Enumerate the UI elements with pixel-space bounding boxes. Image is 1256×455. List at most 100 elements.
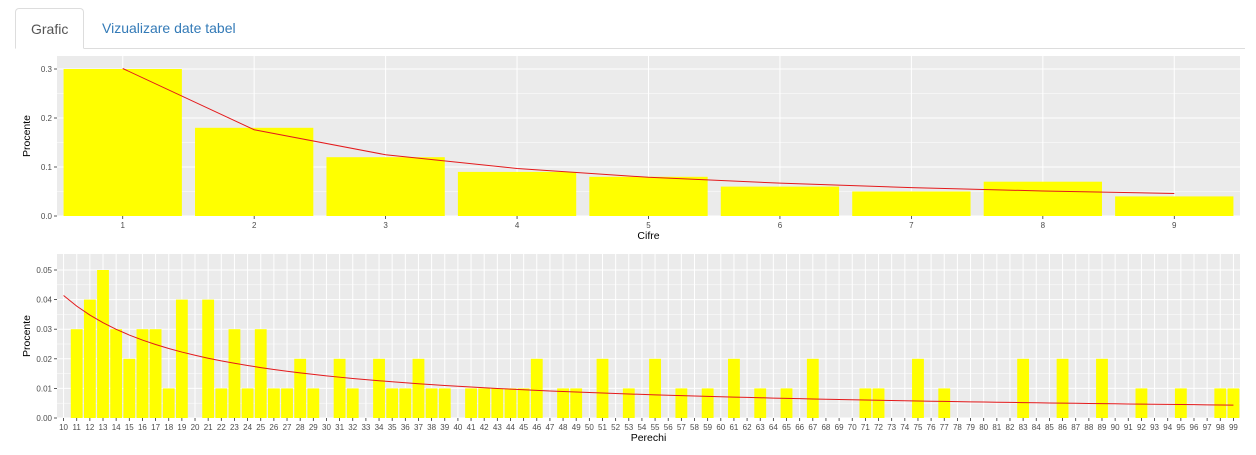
pairs-x-tick-label: 45 [519, 423, 528, 432]
pairs-bar-35 [386, 388, 399, 418]
pairs-y-tick-label: 0.04 [36, 296, 52, 305]
pairs-x-tick-label: 11 [73, 423, 82, 432]
pairs-x-tick-label: 12 [85, 423, 94, 432]
pairs-bar-14 [110, 329, 123, 418]
digits-x-tick-label: 4 [515, 221, 520, 230]
pairs-x-tick-label: 72 [874, 423, 883, 432]
digits-bar-1 [63, 69, 182, 216]
pairs-bar-99 [1227, 388, 1240, 418]
pairs-x-tick-label: 74 [900, 423, 909, 432]
pairs-x-tick-label: 97 [1203, 423, 1212, 432]
pairs-x-tick-label: 79 [966, 423, 975, 432]
pairs-bar-72 [872, 388, 885, 418]
pairs-bar-38 [425, 388, 438, 418]
pairs-bar-43 [491, 388, 504, 418]
pairs-bar-89 [1096, 358, 1108, 418]
pairs-bar-61 [728, 358, 740, 418]
pairs-x-tick-label: 42 [480, 423, 489, 432]
pairs-x-tick-label: 19 [177, 423, 186, 432]
pairs-bar-12 [83, 299, 96, 418]
pairs-x-tick-label: 81 [992, 423, 1001, 432]
pairs-x-tick-label: 21 [204, 423, 213, 432]
pairs-x-tick-label: 10 [59, 423, 68, 432]
pairs-x-tick-label: 86 [1058, 423, 1067, 432]
pairs-bar-46 [530, 358, 543, 418]
pairs-x-axis-title: Perechi [631, 432, 667, 444]
tab-vizualizare-date-tabel[interactable]: Vizualizare date tabel [102, 20, 236, 36]
pairs-x-tick-label: 84 [1032, 423, 1041, 432]
pairs-x-tick-label: 73 [887, 423, 896, 432]
pairs-x-tick-label: 82 [1006, 423, 1015, 432]
pairs-x-tick-label: 80 [979, 423, 988, 432]
digits-x-axis-title: Cifre [637, 230, 659, 242]
pairs-bar-51 [596, 358, 609, 418]
tab-grafic[interactable]: Grafic [15, 8, 84, 49]
pairs-x-tick-label: 16 [138, 423, 147, 432]
pairs-bar-67 [806, 358, 819, 418]
pairs-x-tick-label: 56 [664, 423, 673, 432]
pairs-x-tick-label: 68 [821, 423, 830, 432]
pairs-x-tick-label: 22 [217, 423, 226, 432]
pairs-bar-18 [162, 388, 175, 418]
digits-x-tick-label: 9 [1172, 221, 1177, 230]
pairs-bar-19 [175, 299, 188, 418]
pairs-bar-48 [557, 388, 569, 418]
pairs-x-tick-label: 67 [808, 423, 817, 432]
pairs-chart: 0.00 0.01 0.02 0.03 0.04 0.05 10 11 12 13 14 15 16 17… [21, 254, 1240, 444]
digits-bar-7 [852, 191, 971, 216]
pairs-x-tick-label: 57 [677, 423, 686, 432]
pairs-x-tick-label: 20 [191, 423, 200, 432]
pairs-x-tick-label: 25 [256, 423, 265, 432]
pairs-bar-41 [465, 388, 477, 418]
pairs-bar-25 [254, 329, 267, 418]
pairs-x-tick-label: 36 [401, 423, 410, 432]
pairs-bar-57 [675, 388, 688, 418]
pairs-bar-42 [478, 388, 491, 418]
digits-x-tick-label: 8 [1041, 221, 1046, 230]
pairs-bar-75 [912, 358, 924, 418]
pairs-bar-92 [1135, 388, 1148, 418]
digits-x-tick-label: 5 [646, 221, 651, 230]
pairs-bar-17 [149, 329, 162, 418]
pairs-bar-77 [938, 388, 951, 418]
pairs-x-tick-label: 34 [375, 423, 384, 432]
pairs-x-tick-label: 39 [440, 423, 449, 432]
pairs-bar-27 [281, 388, 293, 418]
pairs-x-tick-label: 64 [769, 423, 778, 432]
pairs-x-tick-label: 31 [335, 423, 344, 432]
pairs-bar-63 [754, 388, 767, 418]
pairs-bar-36 [399, 388, 412, 418]
pairs-bar-45 [517, 388, 530, 418]
pairs-bar-11 [70, 329, 83, 418]
pairs-x-tick-label: 75 [914, 423, 923, 432]
pairs-x-tick-label: 76 [927, 423, 936, 432]
pairs-x-tick-label: 62 [743, 423, 752, 432]
pairs-y-tick-label: 0.02 [36, 355, 52, 364]
pairs-bar-71 [859, 388, 872, 418]
pairs-x-tick-label: 32 [348, 423, 357, 432]
pairs-x-tick-label: 65 [782, 423, 791, 432]
pairs-bar-29 [307, 388, 320, 418]
digits-x-tick-label: 1 [120, 221, 125, 230]
tab-bar: Grafic Vizualizare date tabel [15, 8, 1245, 49]
digits-bar-9 [1115, 196, 1234, 216]
pairs-bar-28 [294, 358, 307, 418]
pairs-x-tick-label: 58 [690, 423, 699, 432]
pairs-panel [57, 254, 1240, 418]
digits-y-tick-label: 0.2 [41, 114, 53, 123]
pairs-y-tick-label: 0.01 [36, 384, 52, 393]
pairs-x-tick-label: 37 [414, 423, 423, 432]
pairs-x-tick-label: 90 [1111, 423, 1120, 432]
pairs-x-tick-label: 85 [1045, 423, 1054, 432]
pairs-x-tick-label: 13 [99, 423, 108, 432]
pairs-bar-16 [136, 329, 149, 418]
pairs-x-tick-label: 99 [1229, 423, 1238, 432]
pairs-x-tick-label: 71 [861, 423, 870, 432]
pairs-bar-26 [267, 388, 280, 418]
pairs-x-tick-label: 23 [230, 423, 239, 432]
pairs-x-tick-label: 59 [703, 423, 712, 432]
pairs-x-tick-label: 14 [112, 423, 121, 432]
pairs-bar-23 [228, 329, 241, 418]
pairs-x-tick-label: 77 [940, 423, 949, 432]
pairs-x-tick-label: 48 [559, 423, 568, 432]
